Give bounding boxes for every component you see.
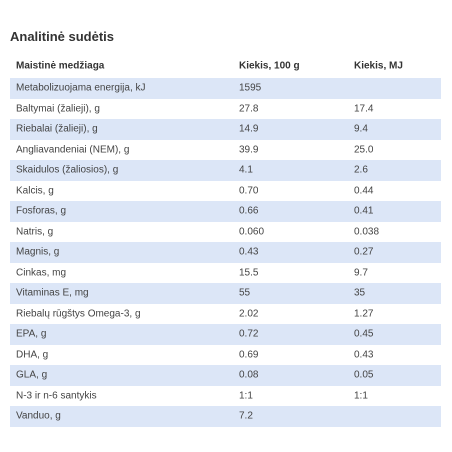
cell-per-100g: 39.9 [239,144,259,156]
table-row: Riebalų rūgštys Omega-3, g 2.02 1.27 [10,304,441,325]
cell-per-100g: 0.060 [239,226,265,238]
cell-per-100g: 2.02 [239,308,259,320]
cell-per-mj: 9.7 [354,267,368,279]
cell-nutrient: Vanduo, g [16,410,61,422]
cell-per-100g: 7.2 [239,410,253,422]
table-row: Skaidulos (žaliosios), g 4.1 2.6 [10,160,441,181]
cell-nutrient: Fosforas, g [16,205,67,217]
cell-per-mj: 25.0 [354,144,374,156]
column-header-per-mj: Kiekis, MJ [354,60,403,72]
cell-nutrient: Baltymai (žalieji), g [16,103,100,115]
table-row: Metabolizuojama energija, kJ 1595 [10,78,441,99]
cell-per-mj: 17.4 [354,103,374,115]
cell-per-100g: 1:1 [239,390,253,402]
cell-per-100g: 0.08 [239,369,259,381]
table-row: N-3 ir n-6 santykis 1:1 1:1 [10,386,441,407]
table-row: Baltymai (žalieji), g 27.8 17.4 [10,99,441,120]
cell-per-mj: 0.27 [354,246,374,258]
table-row: Magnis, g 0.43 0.27 [10,242,441,263]
cell-per-100g: 14.9 [239,123,259,135]
cell-nutrient: EPA, g [16,328,47,340]
cell-per-100g: 0.70 [239,185,259,197]
cell-nutrient: Cinkas, mg [16,267,67,279]
cell-nutrient: Kalcis, g [16,185,54,197]
table-body: Metabolizuojama energija, kJ 1595 Baltymai… [10,78,441,427]
table-row: EPA, g 0.72 0.45 [10,324,441,345]
table-row: Fosforas, g 0.66 0.41 [10,201,441,222]
cell-nutrient: GLA, g [16,369,48,381]
table-row: Cinkas, mg 15.5 9.7 [10,263,441,284]
table-row: DHA, g 0.69 0.43 [10,345,441,366]
cell-nutrient: Metabolizuojama energija, kJ [16,82,146,94]
cell-per-mj: 1:1 [354,390,368,402]
cell-per-mj: 1.27 [354,308,374,320]
cell-per-100g: 0.72 [239,328,259,340]
cell-per-100g: 15.5 [239,267,259,279]
table-row: Riebalai (žalieji), g 14.9 9.4 [10,119,441,140]
cell-per-100g: 0.43 [239,246,259,258]
cell-per-mj: 0.43 [354,349,374,361]
cell-nutrient: DHA, g [16,349,49,361]
cell-per-100g: 55 [239,287,251,299]
cell-per-100g: 0.69 [239,349,259,361]
cell-per-mj: 0.05 [354,369,374,381]
table-row: Kalcis, g 0.70 0.44 [10,181,441,202]
table-header-row: Maistinė medžiaga Kiekis, 100 g Kiekis, … [10,54,441,78]
column-header-per-100g: Kiekis, 100 g [239,60,300,72]
cell-nutrient: Vitaminas E, mg [16,287,89,299]
cell-per-mj: 0.41 [354,205,374,217]
cell-per-100g: 0.66 [239,205,259,217]
table-row: Vitaminas E, mg 55 35 [10,283,441,304]
cell-per-mj: 35 [354,287,366,299]
cell-nutrient: Skaidulos (žaliosios), g [16,164,119,176]
table-row: Natris, g 0.060 0.038 [10,222,441,243]
column-header-nutrient: Maistinė medžiaga [16,60,105,72]
cell-nutrient: N-3 ir n-6 santykis [16,390,97,402]
cell-per-mj: 9.4 [354,123,368,135]
cell-per-mj: 0.45 [354,328,374,340]
cell-nutrient: Riebalai (žalieji), g [16,123,98,135]
cell-nutrient: Angliavandeniai (NEM), g [16,144,130,156]
cell-per-mj: 0.44 [354,185,374,197]
table-row: Angliavandeniai (NEM), g 39.9 25.0 [10,140,441,161]
cell-per-100g: 1595 [239,82,262,94]
cell-per-mj: 0.038 [354,226,380,238]
cell-per-100g: 4.1 [239,164,253,176]
cell-per-mj: 2.6 [354,164,368,176]
nutrition-table: Maistinė medžiaga Kiekis, 100 g Kiekis, … [10,54,441,427]
table-row: Vanduo, g 7.2 [10,406,441,427]
cell-nutrient: Natris, g [16,226,54,238]
cell-nutrient: Riebalų rūgštys Omega-3, g [16,308,141,320]
page-title: Analitinė sudėtis [10,29,115,44]
table-row: GLA, g 0.08 0.05 [10,365,441,386]
cell-nutrient: Magnis, g [16,246,60,258]
cell-per-100g: 27.8 [239,103,259,115]
